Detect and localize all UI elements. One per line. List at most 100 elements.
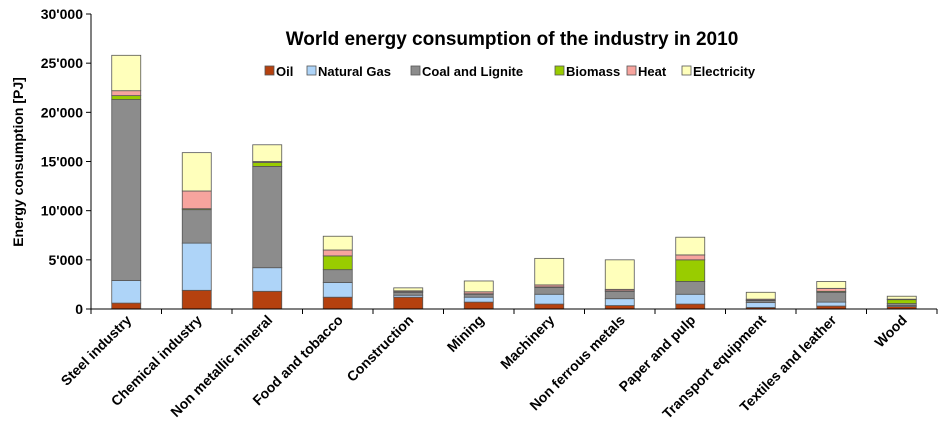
bar-segment	[816, 281, 847, 289]
bar-segment	[534, 286, 565, 295]
y-axis-label: Energy consumption [PJ]	[10, 77, 26, 247]
bar-segment	[111, 302, 142, 310]
legend-label: Natural Gas	[318, 64, 391, 79]
bar-segment	[816, 301, 847, 307]
bar-segment	[675, 254, 706, 261]
bar-segment	[393, 291, 424, 296]
bar-segment	[816, 287, 847, 292]
legend-label: Heat	[638, 64, 667, 79]
bar-segment	[252, 166, 283, 269]
bar-segment	[534, 293, 565, 305]
bar-segment	[111, 99, 142, 281]
bar-segment	[463, 280, 494, 293]
x-tick-label: Construction	[343, 312, 416, 385]
bar-segment	[322, 249, 353, 257]
y-tick-label: 20'000	[41, 104, 83, 120]
bar-segment	[604, 305, 635, 310]
bar-stack	[393, 287, 424, 310]
bar-segment	[534, 303, 565, 310]
bar-segment	[181, 242, 212, 291]
bar-segment	[252, 162, 283, 167]
bar-segment	[322, 296, 353, 310]
bar-segment	[604, 259, 635, 290]
legend-label: Coal and Lignite	[422, 64, 523, 79]
bar-stack	[322, 235, 353, 310]
bar-segment	[322, 269, 353, 283]
bar-segment	[463, 293, 494, 298]
x-tick-label: Mining	[444, 312, 487, 355]
bar-segment	[886, 299, 917, 304]
bar-segment	[111, 95, 142, 100]
legend-item: Heat	[626, 64, 667, 79]
bar-segment	[604, 298, 635, 306]
bar-segment	[181, 289, 212, 310]
y-tick-label: 15'000	[41, 154, 83, 170]
bar-stack	[816, 281, 847, 310]
legend-item: Coal and Lignite	[410, 64, 523, 79]
bar-segment	[252, 267, 283, 292]
bar-stack	[745, 291, 776, 310]
bar-stack	[604, 259, 635, 310]
legend-swatch	[264, 65, 275, 76]
legend-swatch	[306, 65, 317, 76]
legend: Oil Natural Gas Coal and Lignite Biomass Hea…	[264, 64, 756, 79]
bar-segment	[181, 152, 212, 192]
bar-segment	[675, 281, 706, 295]
y-tick-label: 10'000	[41, 203, 83, 219]
bar-segment	[322, 235, 353, 251]
x-tick-label: Machinery	[497, 312, 557, 372]
bar-segment	[816, 291, 847, 303]
bar-stack	[886, 295, 917, 310]
legend-label: Biomass	[566, 64, 620, 79]
bar-segment	[675, 293, 706, 305]
y-tick-label: 5'000	[49, 252, 84, 268]
bar-stack	[675, 236, 706, 310]
bar-segment	[393, 296, 424, 310]
bar-segment	[604, 290, 635, 300]
bar-stack	[111, 54, 142, 310]
bar-stack	[463, 280, 494, 310]
bar-segment	[181, 209, 212, 244]
bar-segment	[463, 301, 494, 310]
legend-item: Electricity	[681, 64, 756, 79]
legend-item: Oil	[264, 64, 293, 79]
bar-segment	[675, 303, 706, 310]
x-tick-label: Wood	[871, 312, 910, 351]
y-tick-label: 25'000	[41, 55, 83, 71]
bar-segment	[534, 257, 565, 286]
x-tick-label: Steel industry	[58, 312, 135, 389]
legend-swatch	[626, 65, 637, 76]
bar-segment	[111, 280, 142, 304]
legend-label: Electricity	[693, 64, 756, 79]
legend-item: Biomass	[554, 64, 620, 79]
legend-swatch	[410, 65, 421, 76]
legend-item: Natural Gas	[306, 64, 391, 79]
chart-title: World energy consumption of the industry…	[286, 29, 739, 50]
bar-segment	[252, 290, 283, 310]
bar-segment	[111, 54, 142, 92]
bar-segment	[745, 291, 776, 300]
bar-segment	[675, 236, 706, 256]
bar-stack	[534, 257, 565, 310]
bars	[111, 54, 917, 310]
y-tick-label: 30'000	[41, 6, 83, 22]
legend-swatch	[681, 65, 692, 76]
y-axis: 0 5'000 10'000 15'000 20'000 25'000 30'000	[41, 6, 92, 317]
bar-segment	[181, 190, 212, 210]
bar-segment	[322, 255, 353, 271]
legend-swatch	[554, 65, 565, 76]
bar-segment	[252, 144, 283, 162]
bar-segment	[111, 90, 142, 97]
bar-segment	[886, 295, 917, 300]
bar-segment	[393, 287, 424, 292]
bar-segment	[745, 302, 776, 308]
bar-segment	[675, 259, 706, 282]
bar-stack	[252, 144, 283, 310]
legend-label: Oil	[276, 64, 293, 79]
bar-segment	[322, 282, 353, 298]
bar-stack	[181, 152, 212, 310]
bar-segment	[463, 296, 494, 303]
y-tick-label: 0	[75, 301, 83, 317]
